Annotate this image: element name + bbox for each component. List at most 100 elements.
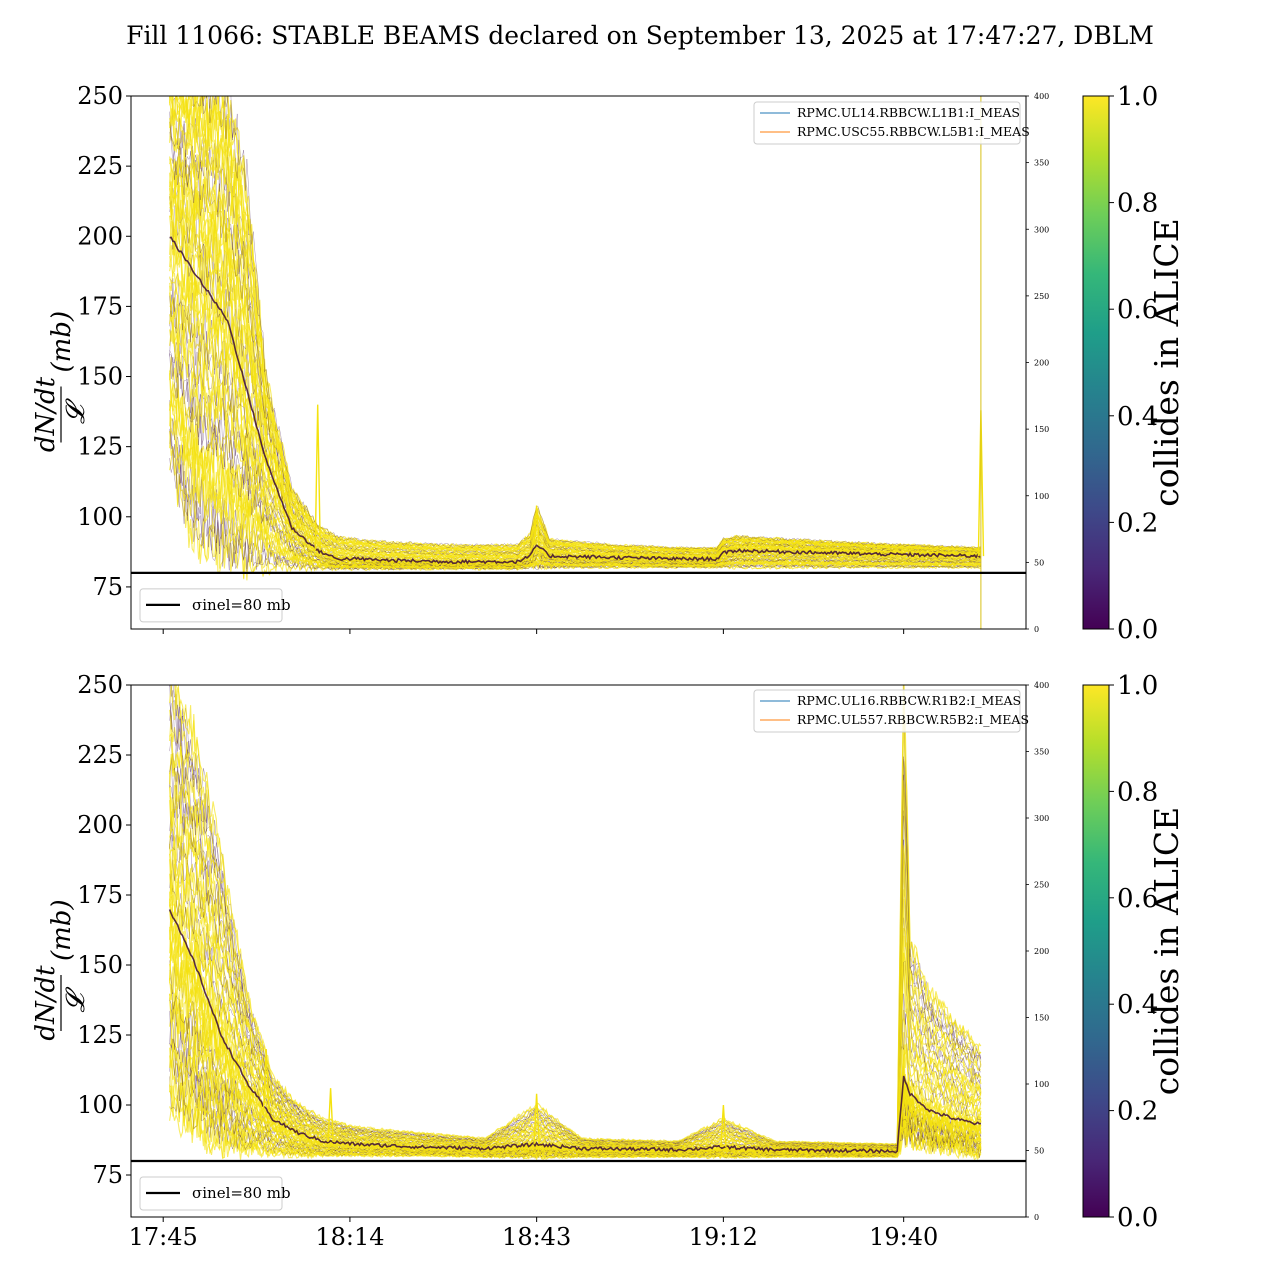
colorbar-tick-label: 0.8 xyxy=(1117,189,1158,219)
right-y-tick-label: 250 xyxy=(1034,881,1049,890)
collision-rate-trace xyxy=(196,96,982,550)
bottom-panel: 75 100 125 150 175 200 225 250 0 50 100 150 200 250 30… xyxy=(31,671,1049,1251)
collision-rate-trace xyxy=(169,152,981,557)
colorbar-tick-label: 0.6 xyxy=(1117,884,1158,914)
y-label-denominator: 𝓛 xyxy=(61,986,91,1012)
spike-mark xyxy=(314,404,321,551)
y-tick-label: 250 xyxy=(77,82,123,110)
right-y-tick-label: 350 xyxy=(1034,159,1049,168)
legend-box xyxy=(753,689,1021,733)
colorbar-gradient xyxy=(1082,95,1110,630)
x-tick-label: 17:45 xyxy=(129,1223,198,1251)
threshold-legend-label: σinel=80 mb xyxy=(192,596,291,614)
legend: RPMC.UL16.RBBCW.R1B2:I_MEAS RPMC.UL557.RB… xyxy=(753,689,1029,733)
median-trace xyxy=(168,909,981,1154)
data-traces xyxy=(163,685,982,1217)
collision-rate-trace xyxy=(169,794,982,1149)
y-label-numerator: dN/dt xyxy=(31,965,61,1041)
right-y-tick-label: 300 xyxy=(1034,225,1049,234)
right-y-tick-label: 150 xyxy=(1034,425,1049,434)
y-label-unit: (mb) xyxy=(47,899,77,961)
y-tick-label: 175 xyxy=(77,881,123,909)
right-y-tick-label: 300 xyxy=(1034,814,1049,823)
legend-label: RPMC.UL557.RBBCW.R5B2:I_MEAS xyxy=(797,712,1029,727)
spike-mark xyxy=(720,1104,727,1148)
collision-rate-trace xyxy=(169,685,982,1147)
colorbar-tick-label: 0.4 xyxy=(1117,402,1158,432)
y-tick-label: 75 xyxy=(92,1161,123,1189)
colorbar-tick-label: 0.8 xyxy=(1117,777,1158,807)
colorbar-tick-label: 0.6 xyxy=(1117,295,1158,325)
colorbar-tick-label: 0.2 xyxy=(1117,508,1158,538)
y-label-denominator: 𝓛 xyxy=(61,398,91,424)
legend-box xyxy=(753,101,1021,145)
threshold-legend: σinel=80 mb xyxy=(139,588,291,623)
colorbar-tick-label: 0.0 xyxy=(1117,615,1158,645)
spike-mark xyxy=(327,1088,334,1143)
legend-label: RPMC.USC55.RBBCW.L5B1:I_MEAS xyxy=(797,124,1030,139)
legend-label: RPMC.UL14.RBBCW.L1B1:I_MEAS xyxy=(797,105,1020,120)
y-tick-label: 200 xyxy=(77,222,123,250)
right-y-tick-label: 50 xyxy=(1034,1147,1044,1156)
right-y-tick-label: 250 xyxy=(1034,292,1049,301)
y-tick-label: 150 xyxy=(77,363,123,391)
colorbar-label: collides in ALICE xyxy=(1147,807,1186,1096)
right-y-tick-label: 400 xyxy=(1034,92,1049,101)
colorbar-tick-label: 0.2 xyxy=(1117,1097,1158,1127)
collision-rate-trace xyxy=(169,392,981,569)
threshold-legend-label: σinel=80 mb xyxy=(192,1184,291,1202)
y-tick-label: 175 xyxy=(77,292,123,320)
top-panel: 75 100 125 150 175 200 225 250 0 50 100 150 200 250 30… xyxy=(31,82,1049,634)
y-tick-label: 100 xyxy=(77,503,123,531)
right-y-tick-label: 150 xyxy=(1034,1014,1049,1023)
figure-title: Fill 11066: STABLE BEAMS declared on Sep… xyxy=(126,21,1154,50)
y-tick-label: 75 xyxy=(92,573,123,601)
top-colorbar: 0.0 0.2 0.4 0.6 0.8 1.0 collides in ALICE xyxy=(1082,82,1186,645)
x-tick-label: 19:12 xyxy=(689,1223,758,1251)
legend: RPMC.UL14.RBBCW.L1B1:I_MEAS RPMC.USC55.RB… xyxy=(753,101,1030,145)
collision-rate-trace xyxy=(175,685,982,1147)
collision-rate-trace xyxy=(169,96,982,552)
spike-mark xyxy=(533,1093,540,1145)
y-tick-label: 125 xyxy=(77,1021,123,1049)
right-y-tick-label: 0 xyxy=(1034,625,1039,634)
colorbar-gradient xyxy=(1082,684,1110,1218)
y-tick-label: 200 xyxy=(77,811,123,839)
x-tick-label: 19:40 xyxy=(869,1223,938,1251)
x-tick-label: 18:43 xyxy=(502,1223,571,1251)
colorbar-tick-label: 1.0 xyxy=(1117,671,1158,701)
y-label-numerator: dN/dt xyxy=(31,376,61,452)
spike-mark xyxy=(262,1048,270,1110)
legend-label: RPMC.UL16.RBBCW.R1B2:I_MEAS xyxy=(797,693,1021,708)
y-tick-label: 225 xyxy=(77,152,123,180)
collision-rate-trace xyxy=(193,96,981,550)
bottom-colorbar: 0.0 0.2 0.4 0.6 0.8 1.0 collides in ALICE xyxy=(1082,671,1186,1233)
right-y-tick-label: 200 xyxy=(1034,947,1049,956)
y-tick-label: 225 xyxy=(77,741,123,769)
colorbar-tick-label: 0.0 xyxy=(1117,1203,1158,1233)
colorbar-tick-label: 0.4 xyxy=(1117,990,1158,1020)
y-axis-label: dN/dt 𝓛 (mb) xyxy=(31,311,91,452)
y-tick-label: 125 xyxy=(77,433,123,461)
x-tick-label: 18:14 xyxy=(315,1223,384,1251)
colorbar-label: collides in ALICE xyxy=(1147,218,1186,507)
spike-mark xyxy=(533,505,540,545)
right-y-tick-label: 350 xyxy=(1034,748,1049,757)
right-y-tick-label: 0 xyxy=(1034,1213,1039,1222)
magnet-current-trace xyxy=(163,96,982,629)
right-y-tick-label: 400 xyxy=(1034,681,1049,690)
y-tick-label: 100 xyxy=(77,1091,123,1119)
right-y-tick-label: 100 xyxy=(1034,492,1049,501)
y-label-unit: (mb) xyxy=(47,311,77,373)
median-trace xyxy=(169,236,981,565)
collision-rate-trace xyxy=(169,709,982,1148)
y-tick-label: 250 xyxy=(77,671,123,699)
right-y-tick-label: 100 xyxy=(1034,1080,1049,1089)
right-y-tick-label: 200 xyxy=(1034,359,1049,368)
data-traces xyxy=(163,96,985,629)
right-y-tick-label: 50 xyxy=(1034,558,1044,567)
colorbar-tick-label: 1.0 xyxy=(1117,82,1158,112)
threshold-legend: σinel=80 mb xyxy=(139,1176,291,1211)
y-tick-label: 150 xyxy=(77,951,123,979)
